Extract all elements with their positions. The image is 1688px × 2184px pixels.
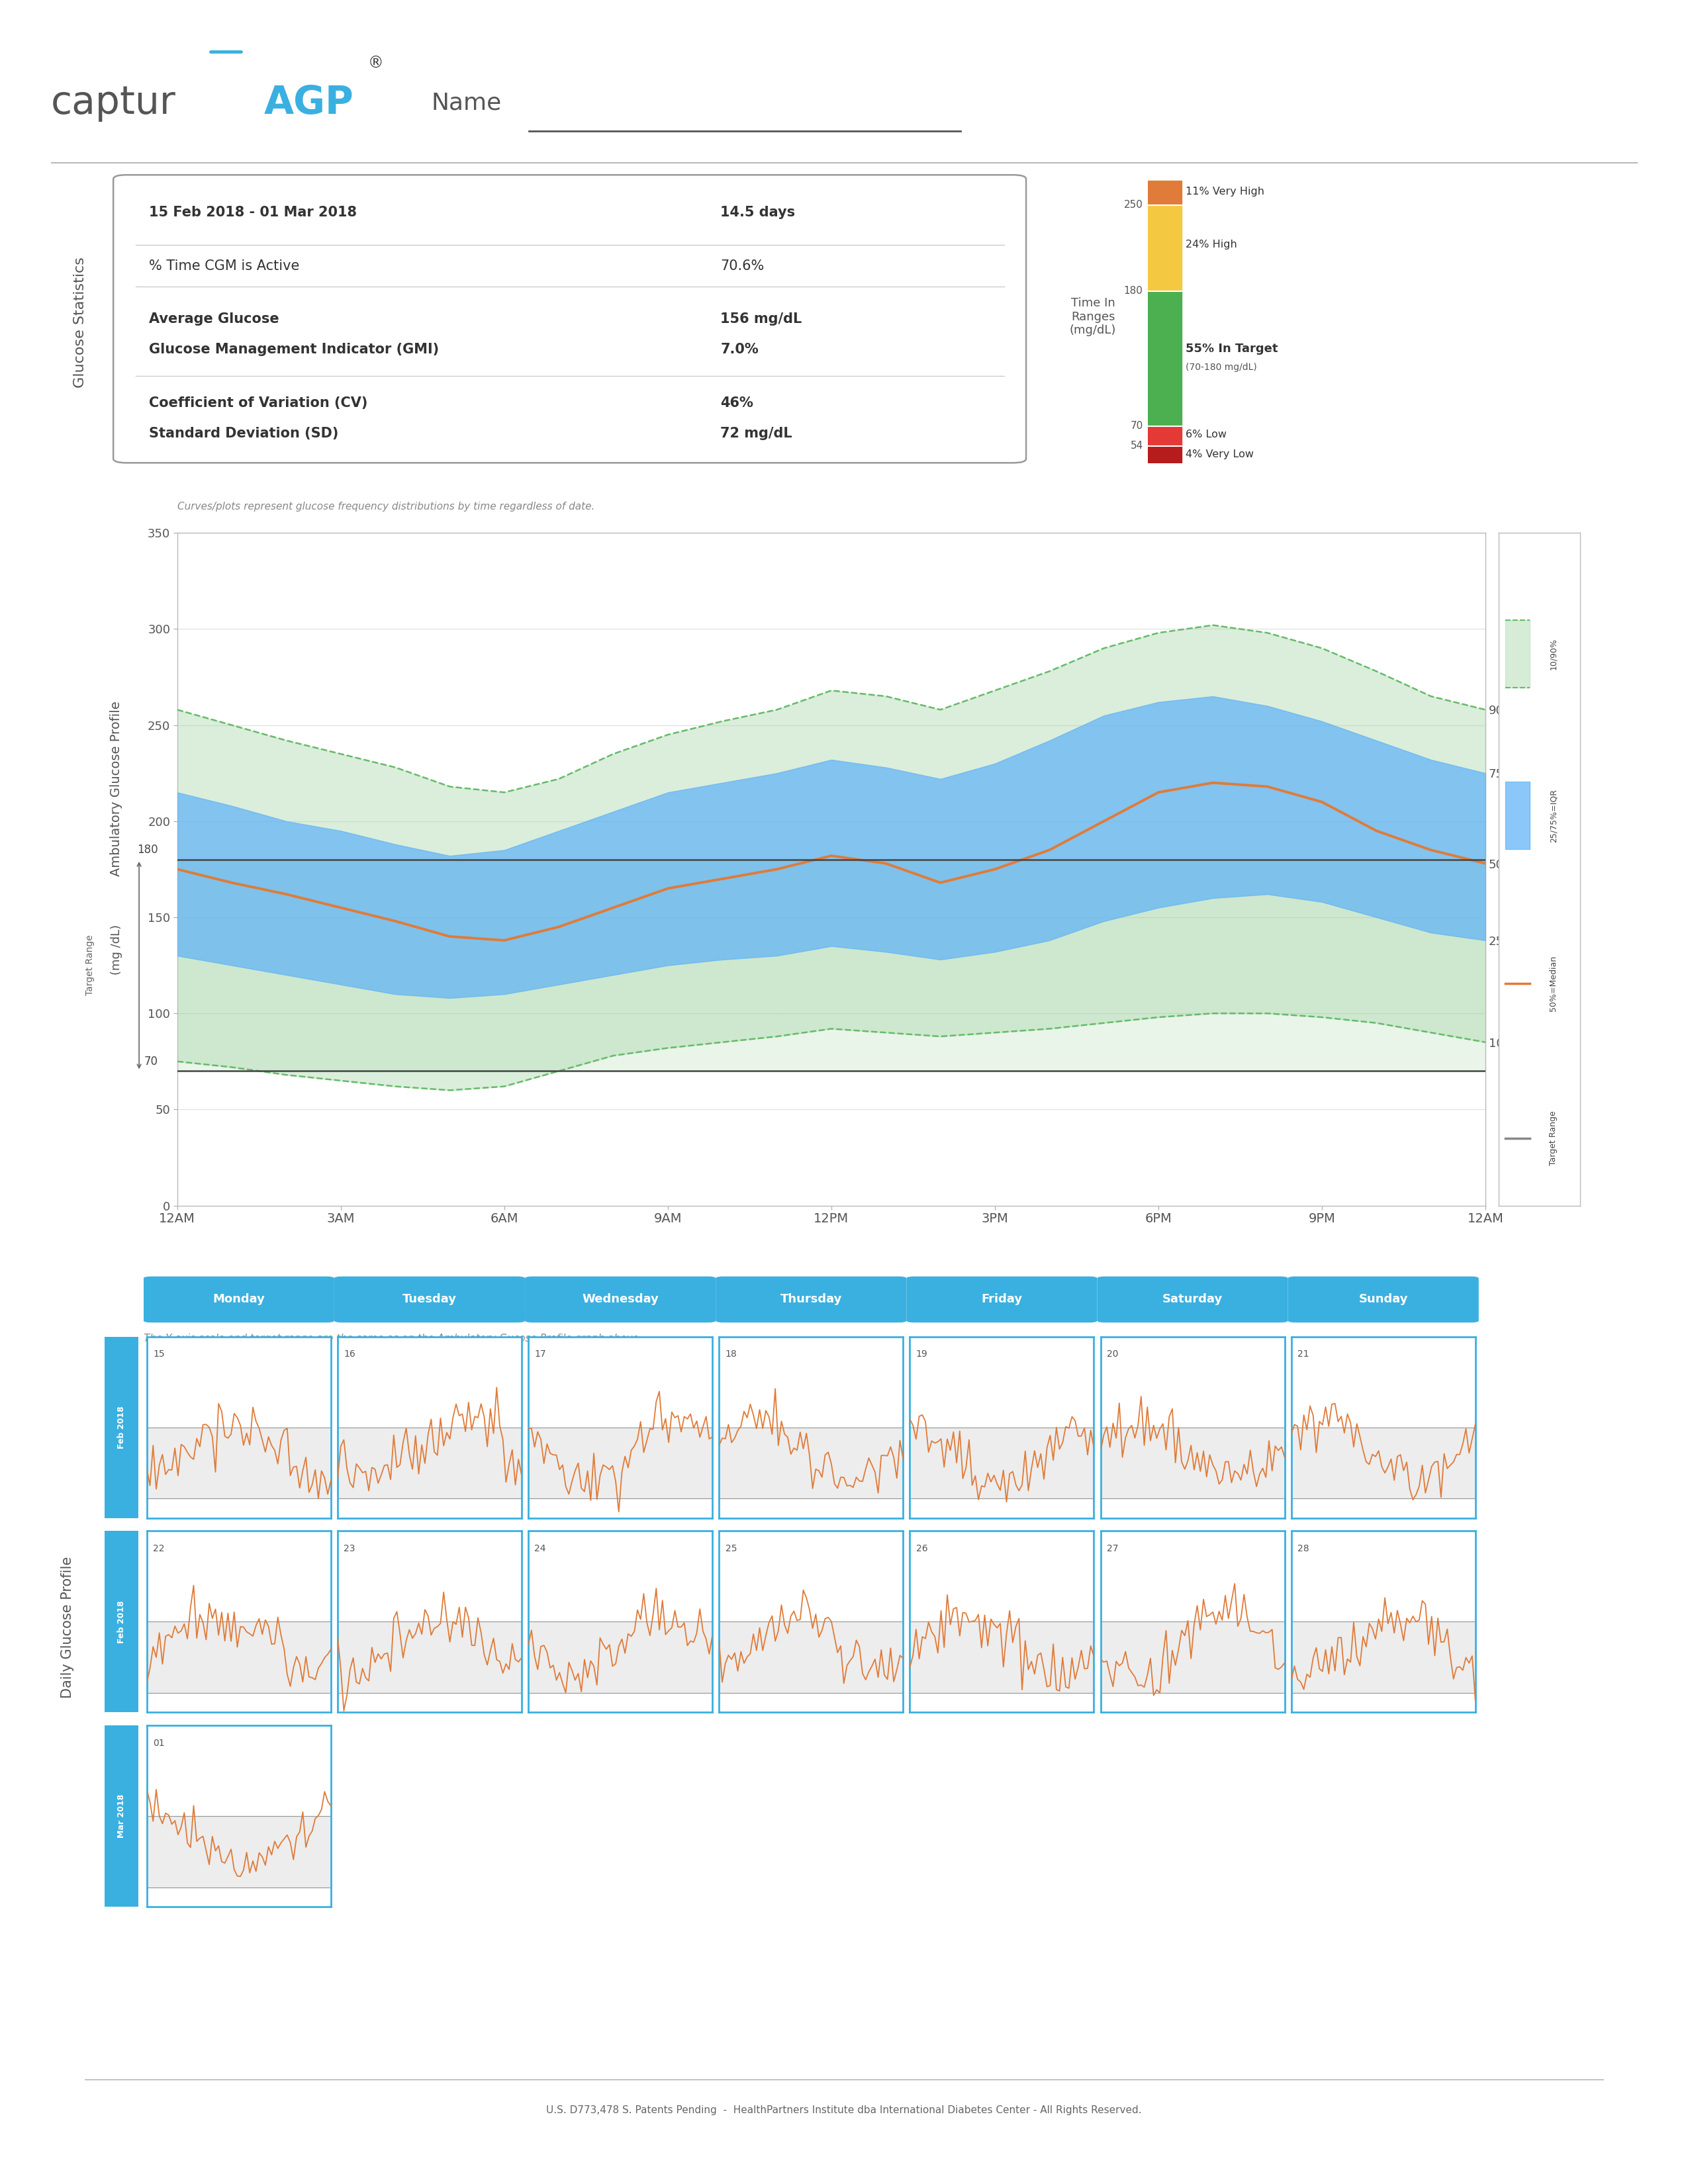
Text: Tuesday: Tuesday bbox=[402, 1293, 457, 1306]
Bar bbox=[338, 1428, 522, 1498]
Text: 22: 22 bbox=[154, 1544, 164, 1553]
Bar bbox=[1291, 1428, 1475, 1498]
Text: Target Range: Target Range bbox=[1550, 1112, 1558, 1166]
Bar bbox=[147, 1621, 331, 1693]
Bar bbox=[338, 1621, 522, 1693]
Text: Curves/plots represent glucose frequency distributions by time regardless of dat: Curves/plots represent glucose frequency… bbox=[177, 502, 594, 511]
Text: 10/90%: 10/90% bbox=[1550, 638, 1558, 670]
Text: (70-180 mg/dL): (70-180 mg/dL) bbox=[1185, 363, 1258, 371]
Text: 18: 18 bbox=[726, 1350, 738, 1358]
Text: 70: 70 bbox=[1131, 422, 1143, 430]
Text: Wednesday: Wednesday bbox=[582, 1293, 658, 1306]
Bar bbox=[1101, 1428, 1285, 1498]
Text: Coefficient of Variation (CV): Coefficient of Variation (CV) bbox=[149, 395, 368, 408]
Text: 4% Very Low: 4% Very Low bbox=[1185, 450, 1254, 459]
FancyBboxPatch shape bbox=[525, 1275, 716, 1324]
Text: 72 mg/dL: 72 mg/dL bbox=[721, 426, 792, 441]
Text: 15 Feb 2018 - 01 Mar 2018: 15 Feb 2018 - 01 Mar 2018 bbox=[149, 205, 356, 218]
Text: 180: 180 bbox=[1124, 286, 1143, 297]
Text: Monday: Monday bbox=[213, 1293, 265, 1306]
Bar bbox=[1506, 620, 1529, 688]
FancyBboxPatch shape bbox=[1288, 1275, 1479, 1324]
Text: 14.5 days: 14.5 days bbox=[721, 205, 795, 218]
Text: 23: 23 bbox=[344, 1544, 354, 1553]
Bar bbox=[1148, 290, 1182, 426]
FancyBboxPatch shape bbox=[716, 1275, 906, 1324]
Text: % Time CGM is Active: % Time CGM is Active bbox=[149, 260, 299, 273]
Text: 7.0%: 7.0% bbox=[721, 343, 758, 356]
Text: Glucose Statistics: Glucose Statistics bbox=[74, 258, 86, 387]
Text: ®: ® bbox=[368, 55, 383, 72]
FancyBboxPatch shape bbox=[334, 1275, 525, 1324]
Text: 46%: 46% bbox=[721, 395, 753, 408]
Bar bbox=[1148, 446, 1182, 463]
Bar bbox=[1101, 1621, 1285, 1693]
Text: 70: 70 bbox=[143, 1055, 159, 1068]
Text: Ambulatory Glucose Profile: Ambulatory Glucose Profile bbox=[110, 701, 123, 876]
Bar bbox=[719, 1621, 903, 1693]
Bar bbox=[147, 1817, 331, 1887]
Text: 54: 54 bbox=[1131, 441, 1143, 450]
Text: 16: 16 bbox=[344, 1350, 356, 1358]
Text: Daily Glucose Profile: Daily Glucose Profile bbox=[61, 1557, 74, 1697]
Text: 250: 250 bbox=[1124, 201, 1143, 210]
Text: 26: 26 bbox=[917, 1544, 928, 1553]
Text: 55% In Target: 55% In Target bbox=[1185, 343, 1278, 354]
Bar bbox=[1148, 205, 1182, 290]
Bar bbox=[177, 860, 1485, 1070]
Text: (mg /dL): (mg /dL) bbox=[110, 924, 123, 974]
Text: 6% Low: 6% Low bbox=[1185, 430, 1227, 439]
Bar bbox=[910, 1621, 1094, 1693]
FancyBboxPatch shape bbox=[1097, 1275, 1288, 1324]
Text: Thursday: Thursday bbox=[780, 1293, 842, 1306]
Text: Saturday: Saturday bbox=[1163, 1293, 1222, 1306]
Text: 28: 28 bbox=[1298, 1544, 1310, 1553]
Text: 50%=Median: 50%=Median bbox=[1550, 957, 1558, 1011]
Text: Name: Name bbox=[432, 92, 501, 114]
Text: Sunday: Sunday bbox=[1359, 1293, 1408, 1306]
Bar bbox=[528, 1428, 712, 1498]
Text: Mar 2018: Mar 2018 bbox=[116, 1793, 127, 1839]
Text: Glucose Management Indicator (GMI): Glucose Management Indicator (GMI) bbox=[149, 343, 439, 356]
Text: Time In
Ranges
(mg/dL): Time In Ranges (mg/dL) bbox=[1070, 297, 1116, 336]
Text: 20: 20 bbox=[1107, 1350, 1117, 1358]
Text: 25: 25 bbox=[726, 1544, 736, 1553]
Text: 27: 27 bbox=[1107, 1544, 1117, 1553]
Bar bbox=[528, 1621, 712, 1693]
Bar bbox=[719, 1428, 903, 1498]
Text: Feb 2018: Feb 2018 bbox=[116, 1601, 127, 1642]
Text: 19: 19 bbox=[917, 1350, 928, 1358]
Text: Target Range: Target Range bbox=[86, 935, 95, 996]
Text: Feb 2018: Feb 2018 bbox=[116, 1406, 127, 1448]
Text: 24: 24 bbox=[535, 1544, 545, 1553]
Bar bbox=[910, 1428, 1094, 1498]
FancyBboxPatch shape bbox=[906, 1275, 1097, 1324]
Text: U.S. D773,478 S. Patents Pending  -  HealthPartners Institute dba International : U.S. D773,478 S. Patents Pending - Healt… bbox=[547, 2105, 1141, 2116]
Text: The Y axis scale and target range are the same as on the Ambulatory Gucose Profi: The Y axis scale and target range are th… bbox=[143, 1334, 641, 1343]
Text: 70.6%: 70.6% bbox=[721, 260, 765, 273]
Text: Friday: Friday bbox=[981, 1293, 1023, 1306]
Text: 156 mg/dL: 156 mg/dL bbox=[721, 312, 802, 325]
Text: Standard Deviation (SD): Standard Deviation (SD) bbox=[149, 426, 338, 441]
Text: 11% Very High: 11% Very High bbox=[1185, 186, 1264, 197]
Text: 01: 01 bbox=[154, 1738, 165, 1747]
Text: Average Glucose: Average Glucose bbox=[149, 312, 279, 325]
Text: 25/75%=IQR: 25/75%=IQR bbox=[1550, 788, 1558, 843]
Text: 180: 180 bbox=[137, 843, 159, 856]
Text: captur: captur bbox=[51, 85, 176, 122]
Text: 21: 21 bbox=[1298, 1350, 1310, 1358]
Text: 24% High: 24% High bbox=[1185, 240, 1237, 249]
FancyBboxPatch shape bbox=[113, 175, 1026, 463]
Text: 15: 15 bbox=[154, 1350, 165, 1358]
Bar bbox=[147, 1428, 331, 1498]
Text: AGP: AGP bbox=[263, 85, 354, 122]
Bar bbox=[1148, 426, 1182, 446]
Bar bbox=[1506, 782, 1529, 850]
FancyBboxPatch shape bbox=[143, 1275, 334, 1324]
Bar bbox=[1291, 1621, 1475, 1693]
Text: 17: 17 bbox=[535, 1350, 547, 1358]
Bar bbox=[1148, 181, 1182, 205]
